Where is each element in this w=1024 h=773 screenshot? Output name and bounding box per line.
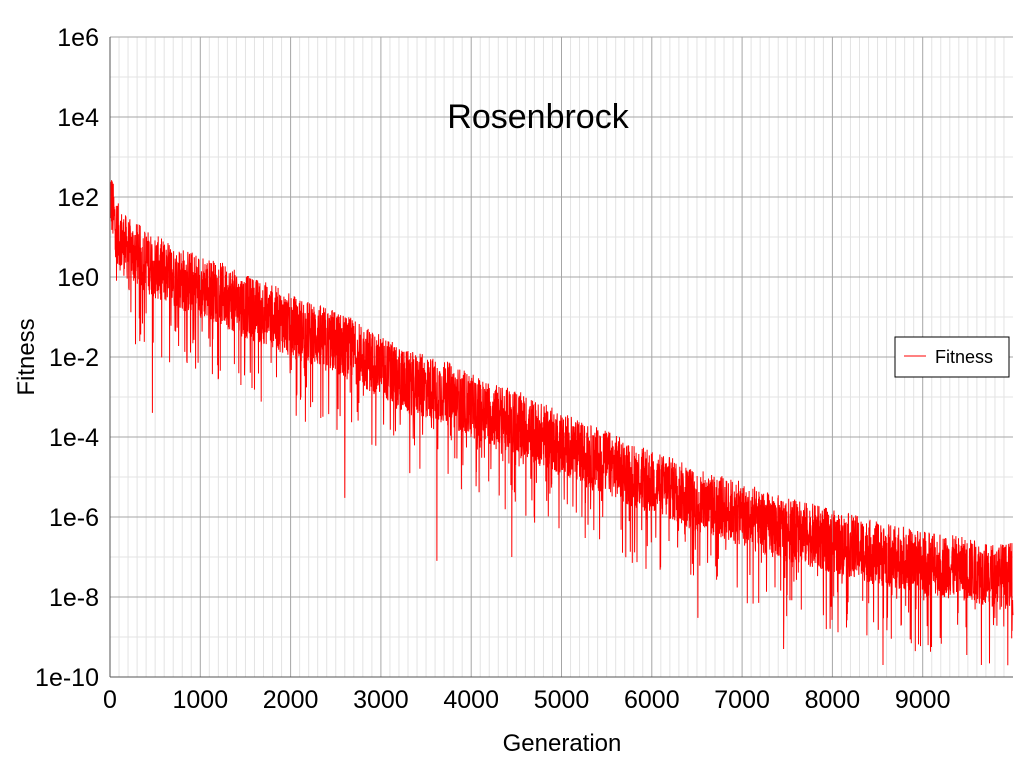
- x-axis-label: Generation: [503, 730, 622, 757]
- y-tick-label: 1e6: [57, 24, 99, 52]
- legend: Fitness: [894, 336, 1010, 378]
- x-tick-label: 7000: [714, 686, 770, 714]
- axes-layer: [109, 37, 1013, 678]
- legend-label: Fitness: [935, 347, 993, 367]
- chart-title: Rosenbrock: [447, 98, 629, 136]
- x-tick-label: 9000: [895, 686, 951, 714]
- y-tick-labels: 1e-10 1e-8 1e-6 1e-4 1e-2 1e0 1e2 1e4 1e6: [35, 24, 99, 692]
- x-tick-label: 4000: [443, 686, 499, 714]
- x-tick-label: 6000: [624, 686, 680, 714]
- y-tick-label: 1e4: [57, 104, 99, 132]
- x-tick-label: 8000: [805, 686, 861, 714]
- y-tick-label: 1e-8: [49, 584, 99, 612]
- x-tick-label: 3000: [353, 686, 409, 714]
- y-tick-label: 1e2: [57, 184, 99, 212]
- y-axis-label: Fitness: [13, 318, 40, 395]
- x-tick-label: 1000: [172, 686, 228, 714]
- y-tick-label: 1e-10: [35, 664, 99, 692]
- legend-box: [894, 336, 1010, 378]
- x-tick-label: 5000: [534, 686, 590, 714]
- x-tick-label: 2000: [263, 686, 319, 714]
- x-tick-labels: 0 1000 2000 3000 4000 5000 6000 7000 8000 9000: [103, 686, 950, 714]
- y-tick-label: 1e0: [57, 264, 99, 292]
- fitness-series-line: [109, 180, 1014, 666]
- y-tick-label: 1e-4: [49, 424, 99, 452]
- series-layer: [109, 180, 1014, 666]
- x-tick-label: 0: [103, 686, 117, 714]
- y-tick-label: 1e-6: [49, 504, 99, 532]
- y-tick-label: 1e-2: [49, 344, 99, 372]
